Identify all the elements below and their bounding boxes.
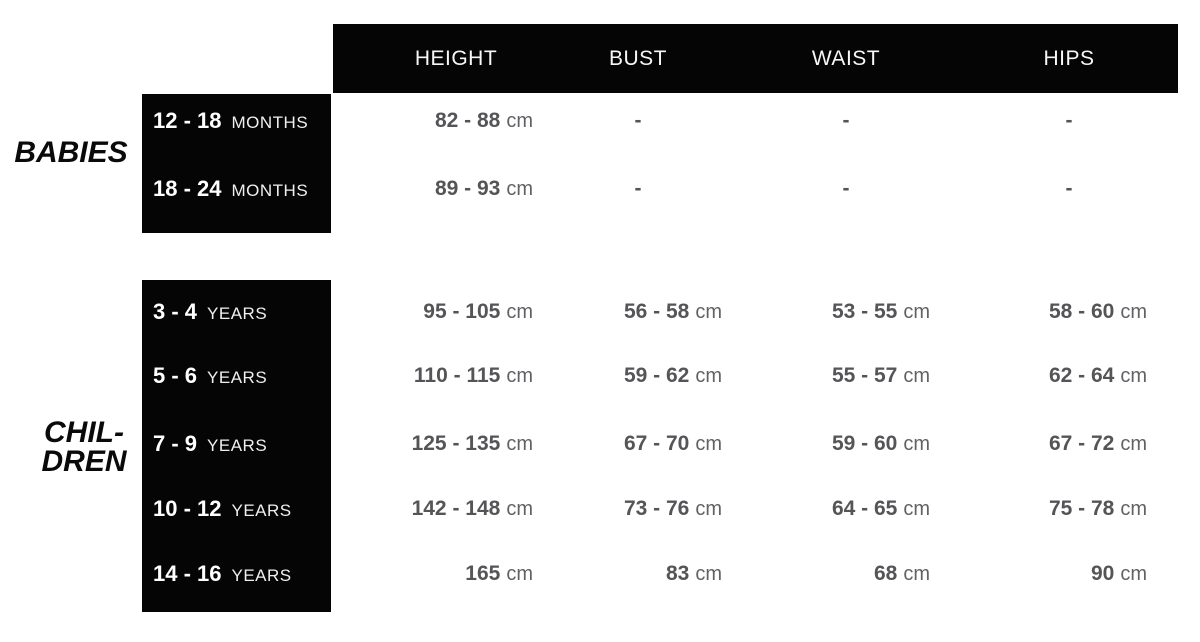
hips-value: 90 cm: [1090, 562, 1147, 585]
bust-value: 56 - 58 cm: [623, 300, 722, 323]
column-header-bust: BUST: [608, 47, 667, 70]
group-label-children-line1: CHIL-: [44, 416, 124, 449]
height-value: 95 - 105 cm: [423, 300, 533, 323]
hips-value: 67 - 72 cm: [1048, 432, 1147, 455]
column-header-hips: HIPS: [1043, 47, 1095, 70]
bust-value: 67 - 70 cm: [623, 432, 722, 455]
waist-value: 68 cm: [873, 562, 930, 585]
babies-age-group-box: [142, 94, 331, 233]
age-range-unit: MONTHS: [231, 113, 309, 132]
bust-value: -: [634, 177, 642, 200]
age-range-label: 5 - 6 YEARS: [153, 361, 267, 391]
height-value: 142 - 148 cm: [411, 497, 533, 520]
hips-value: 58 - 60 cm: [1048, 300, 1147, 323]
height-value: 89 - 93 cm: [434, 177, 533, 200]
column-header-waist: WAIST: [811, 47, 881, 70]
column-header-height: HEIGHT: [414, 47, 498, 70]
bust-value: 73 - 76 cm: [623, 497, 722, 520]
age-range-label: 10 - 12 YEARS: [153, 494, 292, 524]
age-range-numbers: 18 - 24: [153, 176, 222, 201]
waist-value: 64 - 65 cm: [831, 497, 930, 520]
table-header-bar: [333, 24, 1178, 93]
age-range-label: 3 - 4 YEARS: [153, 297, 267, 327]
height-value: 110 - 115 cm: [413, 364, 533, 387]
bust-value: 59 - 62 cm: [623, 364, 722, 387]
age-range-label: 18 - 24 MONTHS: [153, 174, 308, 204]
age-range-unit: YEARS: [207, 436, 268, 455]
age-range-label: 14 - 16 YEARS: [153, 559, 292, 589]
age-range-numbers: 3 - 4: [153, 299, 198, 324]
age-range-unit: YEARS: [231, 501, 292, 520]
waist-value: 59 - 60 cm: [831, 432, 930, 455]
hips-value: 62 - 64 cm: [1048, 364, 1147, 387]
age-range-label: 12 - 18 MONTHS: [153, 106, 308, 136]
hips-value: -: [1065, 109, 1073, 132]
group-label-children-line2: DREN: [41, 445, 127, 478]
age-range-numbers: 7 - 9: [153, 431, 198, 456]
group-label-children: CHIL- DREN: [14, 416, 154, 478]
bust-value: -: [634, 109, 642, 132]
waist-value: 55 - 57 cm: [831, 364, 930, 387]
age-range-unit: MONTHS: [231, 181, 309, 200]
hips-value: -: [1065, 177, 1073, 200]
height-value: 165 cm: [465, 562, 533, 585]
height-value: 125 - 135 cm: [411, 432, 533, 455]
waist-value: -: [842, 177, 850, 200]
bust-value: 83 cm: [665, 562, 722, 585]
children-age-group-box: [142, 280, 331, 612]
waist-value: 53 - 55 cm: [831, 300, 930, 323]
age-range-label: 7 - 9 YEARS: [153, 429, 267, 459]
age-range-numbers: 10 - 12: [153, 496, 222, 521]
age-range-numbers: 5 - 6: [153, 363, 198, 388]
waist-value: -: [842, 109, 850, 132]
age-range-unit: YEARS: [231, 566, 292, 585]
age-range-unit: YEARS: [207, 304, 268, 323]
age-range-numbers: 14 - 16: [153, 561, 222, 586]
age-range-unit: YEARS: [207, 368, 268, 387]
group-label-babies: BABIES: [14, 136, 128, 169]
hips-value: 75 - 78 cm: [1048, 497, 1147, 520]
height-value: 82 - 88 cm: [434, 109, 533, 132]
age-range-numbers: 12 - 18: [153, 108, 222, 133]
